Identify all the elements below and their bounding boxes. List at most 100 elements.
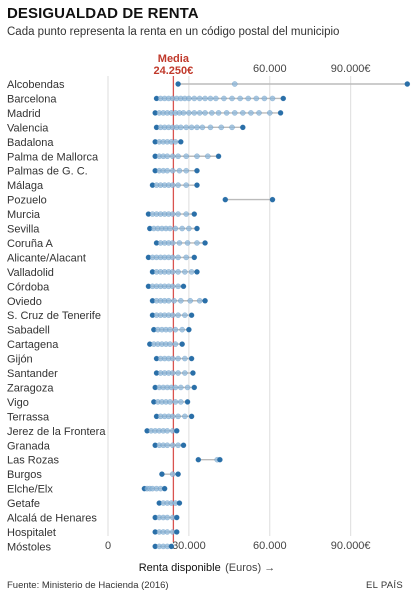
data-point (179, 341, 186, 347)
data-point (191, 384, 198, 391)
data-point (207, 124, 214, 131)
brand-logo-text: EL PAÍS (366, 580, 403, 591)
data-point (194, 269, 200, 275)
category-label: Elche/Elx (7, 484, 53, 496)
x-axis-unit: (Euros) → (225, 562, 276, 574)
category-label: Oviedo (7, 296, 42, 308)
data-point (175, 355, 181, 362)
data-point (175, 211, 181, 217)
data-point (176, 500, 183, 506)
data-point (222, 196, 229, 203)
data-point (175, 182, 181, 188)
page-title: DESIGUALDAD DE RENTA (7, 5, 199, 22)
data-point (177, 384, 184, 391)
category-label: Badalona (7, 137, 54, 149)
data-point (173, 529, 180, 535)
data-point (175, 283, 181, 290)
data-point (269, 95, 276, 102)
category-label: Sevilla (7, 224, 40, 236)
data-point (195, 456, 202, 463)
data-point (183, 254, 190, 261)
data-point (194, 240, 200, 246)
category-label: Móstoles (7, 541, 52, 553)
data-point (253, 95, 260, 102)
data-point (183, 182, 190, 188)
data-point (277, 110, 284, 116)
data-point (231, 81, 238, 87)
data-point (167, 399, 173, 405)
data-point (194, 153, 200, 160)
data-point (177, 399, 184, 405)
data-point (169, 413, 176, 420)
x-tick-label-bottom: 0 (105, 540, 111, 552)
data-point (169, 269, 176, 275)
data-point (181, 413, 188, 420)
data-point (186, 326, 192, 333)
data-point (171, 297, 177, 304)
category-label: Coruña A (7, 238, 54, 250)
x-tick-label-bottom: 60.000 (253, 540, 287, 552)
x-tick-label-bottom: 30.000 (172, 540, 206, 552)
data-point (183, 211, 190, 217)
x-axis-label: Renta disponible (138, 562, 221, 574)
source-note: Fuente: Ministerio de Hacienda (2016) (7, 580, 169, 591)
data-point (229, 95, 235, 102)
category-label: Valencia (7, 122, 49, 134)
data-point (175, 442, 181, 449)
category-label: Burgos (7, 469, 42, 481)
data-point (186, 225, 192, 232)
data-point (215, 153, 222, 160)
category-label: Barcelona (7, 93, 57, 105)
data-point (266, 110, 273, 116)
data-point (164, 529, 171, 535)
data-point (159, 471, 165, 477)
data-point (180, 283, 187, 290)
category-label: Terrassa (7, 411, 50, 423)
data-point (169, 442, 176, 449)
data-point (223, 110, 230, 116)
category-label: Getafe (7, 498, 40, 510)
data-point (169, 211, 176, 217)
data-point (168, 543, 175, 550)
data-point (188, 413, 195, 420)
category-label: S. Cruz de Tenerife (7, 310, 101, 322)
category-label: Granada (7, 440, 51, 452)
data-point (169, 254, 176, 261)
data-point (172, 384, 179, 391)
data-point (169, 283, 176, 290)
category-label: Palmas de G. C. (7, 166, 88, 178)
data-point (245, 95, 252, 102)
category-label: Murcia (7, 209, 41, 221)
category-label: Valladolid (7, 267, 54, 279)
data-point (164, 442, 171, 449)
data-point (169, 312, 176, 319)
data-point (172, 138, 179, 145)
category-label: Zaragoza (7, 382, 54, 394)
data-point (176, 167, 183, 174)
data-point (188, 312, 195, 319)
category-label: Hospitalet (7, 527, 56, 539)
data-point (173, 514, 180, 521)
category-label: Jerez de la Frontera (7, 426, 106, 438)
data-point (177, 124, 184, 131)
data-point (269, 196, 276, 203)
data-point (184, 399, 191, 405)
data-point (183, 167, 190, 174)
data-point (177, 297, 184, 304)
chart-subtitle: Cada punto representa la renta en un cód… (7, 26, 340, 38)
data-point (256, 110, 262, 116)
data-point (184, 240, 191, 246)
x-tick-label-top: 90.000€ (331, 63, 371, 75)
median-label: Media (158, 53, 190, 65)
data-point (169, 153, 176, 160)
data-point (169, 370, 176, 376)
data-point (175, 153, 181, 160)
category-label: Alcobendas (7, 79, 65, 91)
data-point (239, 124, 246, 131)
category-label: Las Rozas (7, 455, 59, 467)
data-point (188, 269, 195, 275)
data-point (169, 182, 176, 188)
category-label: Alcalá de Henares (7, 513, 97, 525)
data-point (181, 355, 188, 362)
